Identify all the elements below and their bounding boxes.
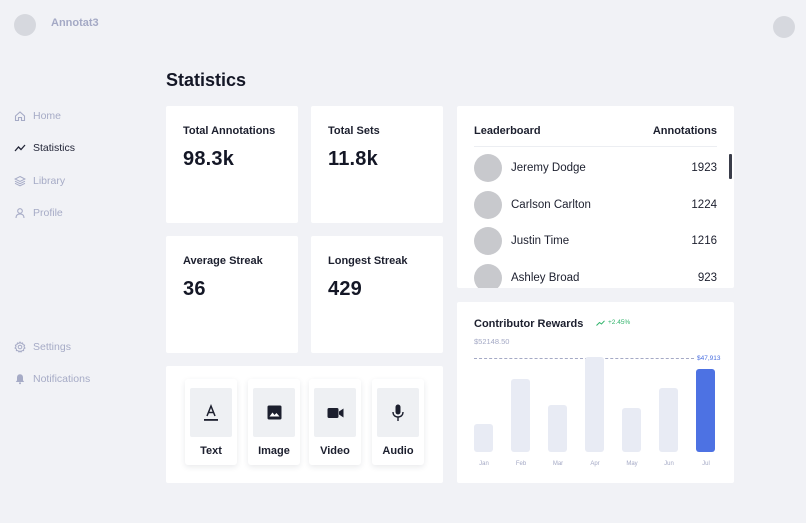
bar-may[interactable] bbox=[622, 408, 641, 452]
leaderboard-scrollbar[interactable] bbox=[729, 154, 732, 179]
contributor-score: 923 bbox=[697, 272, 717, 284]
contributor-score: 1923 bbox=[691, 162, 717, 174]
trend-icon bbox=[14, 144, 26, 152]
avatar bbox=[474, 191, 502, 219]
rewards-amount: $52148.50 bbox=[474, 337, 510, 346]
sidebar-item-home[interactable]: Home bbox=[14, 108, 61, 124]
page-title: Statistics bbox=[166, 70, 247, 90]
month-label: Feb bbox=[515, 461, 527, 467]
sidebar-item-label: Home bbox=[33, 110, 62, 122]
contributor-score: 1224 bbox=[691, 199, 717, 211]
bar-jan[interactable] bbox=[474, 424, 493, 452]
rewards-card: Contributor Rewards +2.45% $52148.50 $47… bbox=[457, 302, 734, 483]
trend-value: +2.45% bbox=[608, 319, 631, 326]
sidebar-item-label: Profile bbox=[33, 207, 63, 219]
tile-label: Video bbox=[320, 445, 350, 457]
reference-value: $47,913 bbox=[697, 355, 721, 362]
tile-icon-box bbox=[314, 388, 356, 437]
bar-jul[interactable] bbox=[696, 369, 715, 452]
contributor-score: 1216 bbox=[691, 235, 717, 247]
stat-value: 429 bbox=[328, 278, 362, 300]
video-icon bbox=[327, 407, 343, 418]
month-label: May bbox=[626, 461, 638, 467]
tile-icon-box bbox=[190, 388, 232, 437]
leaderboard-row[interactable]: Justin Time 1216 bbox=[474, 227, 717, 257]
bell-icon bbox=[15, 374, 25, 385]
avatar bbox=[474, 154, 502, 182]
top-bar: Annotat3 bbox=[0, 0, 806, 50]
bar-feb[interactable] bbox=[511, 379, 530, 452]
user-icon bbox=[15, 208, 25, 219]
bar-apr[interactable] bbox=[585, 357, 604, 452]
media-tile-image[interactable]: Image bbox=[248, 379, 300, 465]
stat-label: Average Streak bbox=[183, 255, 263, 267]
stat-label: Total Annotations bbox=[183, 125, 276, 137]
stat-card-average-streak: Average Streak 36 bbox=[166, 236, 298, 353]
sidebar-item-label: Library bbox=[33, 175, 66, 187]
trend-badge: +2.45% bbox=[596, 319, 630, 326]
home-icon bbox=[14, 111, 26, 122]
trend-up-icon bbox=[596, 319, 605, 326]
image-icon bbox=[267, 405, 281, 420]
media-tile-text[interactable]: Text bbox=[185, 379, 237, 465]
leaderboard-row[interactable]: Jeremy Dodge 1923 bbox=[474, 154, 717, 184]
sidebar-item-notifications[interactable]: Notifications bbox=[14, 371, 90, 387]
leaderboard-card: Leaderboard Annotations Jeremy Dodge 192… bbox=[457, 106, 734, 288]
month-label: Jun bbox=[664, 461, 674, 467]
leaderboard-title: Leaderboard bbox=[474, 125, 541, 137]
app-logo[interactable] bbox=[14, 14, 36, 36]
stat-card-total-sets: Total Sets 11.8k bbox=[311, 106, 443, 223]
reference-line bbox=[474, 358, 694, 359]
month-label: Jul bbox=[702, 461, 710, 467]
media-tile-audio[interactable]: Audio bbox=[372, 379, 424, 465]
stat-label: Longest Streak bbox=[328, 255, 408, 267]
tile-icon-box bbox=[253, 388, 295, 437]
month-label: Mar bbox=[552, 461, 564, 467]
stat-card-longest-streak: Longest Streak 429 bbox=[311, 236, 443, 353]
bar-jun[interactable] bbox=[659, 388, 678, 452]
stat-label: Total Sets bbox=[328, 125, 380, 137]
contributor-name: Carlson Carlton bbox=[511, 199, 591, 211]
sidebar-item-profile[interactable]: Profile bbox=[14, 205, 63, 221]
layers-icon bbox=[14, 175, 26, 187]
tile-label: Image bbox=[258, 445, 290, 457]
sidebar-item-statistics[interactable]: Statistics bbox=[14, 140, 75, 156]
leaderboard-column-header: Annotations bbox=[652, 125, 717, 137]
contributor-name: Ashley Broad bbox=[511, 272, 580, 284]
tile-label: Text bbox=[200, 445, 222, 457]
tile-icon-box bbox=[377, 388, 419, 437]
microphone-icon bbox=[392, 404, 404, 421]
stat-value: 98.3k bbox=[183, 148, 235, 170]
stat-value: 11.8k bbox=[328, 148, 378, 170]
sidebar-item-settings[interactable]: Settings bbox=[14, 339, 71, 355]
sidebar-item-label: Notifications bbox=[33, 373, 91, 385]
leaderboard-row[interactable]: Carlson Carlton 1224 bbox=[474, 191, 717, 221]
leaderboard-row[interactable]: Ashley Broad 923 bbox=[474, 264, 717, 288]
bar-mar[interactable] bbox=[548, 405, 567, 452]
tile-label: Audio bbox=[382, 445, 414, 457]
sidebar-item-label: Settings bbox=[33, 341, 71, 353]
sidebar-item-library[interactable]: Library bbox=[14, 173, 65, 189]
user-avatar[interactable] bbox=[773, 16, 795, 38]
media-tile-video[interactable]: Video bbox=[309, 379, 361, 465]
rewards-title: Contributor Rewards bbox=[474, 318, 584, 330]
contributor-name: Justin Time bbox=[511, 235, 570, 247]
contributor-name: Jeremy Dodge bbox=[511, 162, 586, 174]
sidebar: Home Statistics Library Profile Settings… bbox=[14, 0, 154, 523]
gear-icon bbox=[14, 341, 26, 353]
month-label: Jan bbox=[479, 461, 489, 467]
media-type-panel: Text Image Video Audio bbox=[166, 366, 443, 483]
sidebar-item-label: Statistics bbox=[33, 142, 76, 154]
month-label: Apr bbox=[590, 461, 600, 467]
stat-card-total-annotations: Total Annotations 98.3k bbox=[166, 106, 298, 223]
app-name: Annotat3 bbox=[51, 17, 99, 29]
avatar bbox=[474, 264, 502, 288]
avatar bbox=[474, 227, 502, 255]
text-icon bbox=[204, 403, 218, 421]
stat-value: 36 bbox=[183, 278, 206, 300]
divider bbox=[474, 146, 717, 147]
